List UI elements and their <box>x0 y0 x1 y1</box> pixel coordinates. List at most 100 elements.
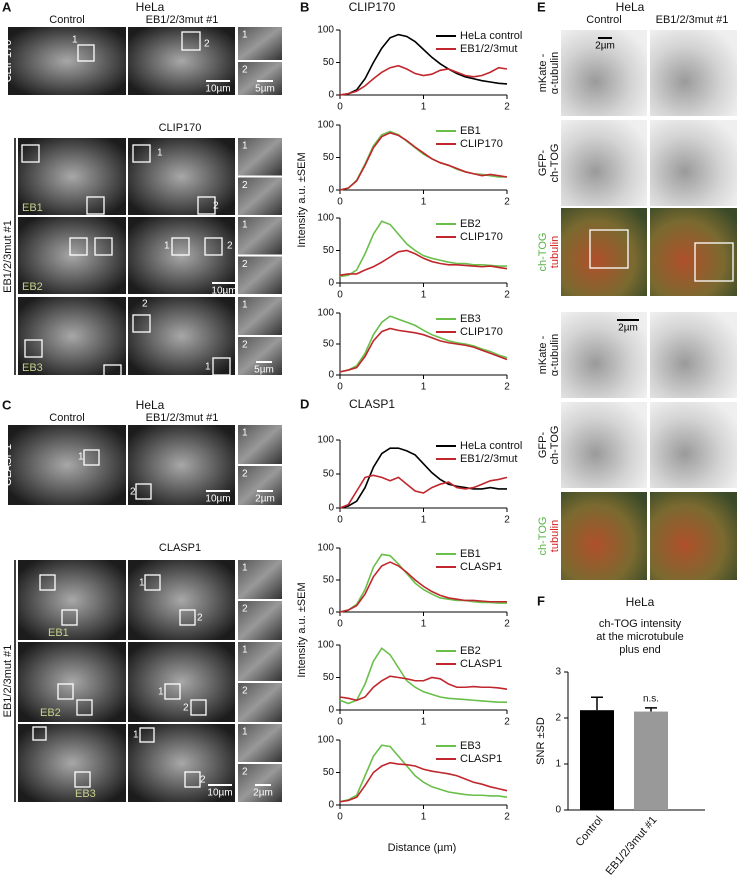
channel-label: EB3 <box>75 788 96 800</box>
y-tick-label: 100 <box>317 120 334 131</box>
x-tick-label: 0 <box>337 290 343 301</box>
chart-subtitle: plus end <box>619 644 661 656</box>
roi-label: 2 <box>242 340 248 351</box>
legend-label: EB1/2/3mut <box>460 43 517 55</box>
scale-bar-label: 2µm <box>595 41 615 52</box>
micrograph <box>650 402 737 488</box>
channel-label: EB3 <box>22 362 43 374</box>
y-tick-label: 3 <box>555 667 561 678</box>
micrograph <box>238 177 282 215</box>
x-axis-label: Distance (µm) <box>388 842 457 854</box>
micrograph <box>128 297 235 375</box>
y-tick-label: 100 <box>317 308 334 319</box>
roi-box <box>76 699 93 716</box>
row-label: CLASP1 <box>2 444 14 486</box>
x-tick-label: 2 <box>504 197 510 208</box>
series-line <box>339 249 508 276</box>
legend-label: HeLa control <box>460 440 522 452</box>
series-line <box>339 553 507 613</box>
roi-label: 2 <box>142 299 148 310</box>
error-bar <box>591 696 603 711</box>
bar <box>580 710 614 810</box>
y-axis-label: SNR ±SD <box>535 717 547 765</box>
legend-label: CLASP1 <box>460 658 502 670</box>
y-tick-label: 0 <box>328 90 334 101</box>
roi-label: 2 <box>242 767 248 778</box>
legend-label: CLIP170 <box>460 326 503 338</box>
channel-label: EB2 <box>22 281 43 293</box>
x-tick-label: Control <box>574 814 606 849</box>
micrograph <box>18 297 126 375</box>
x-tick-label: 2 <box>504 619 510 630</box>
y-tick-label: 100 <box>317 435 334 446</box>
roi-label: 1 <box>242 428 248 439</box>
micrograph <box>561 492 647 580</box>
x-tick-label: EB1/2/3mut #1 <box>604 814 660 877</box>
scale-bar-label: 10µm <box>211 286 236 297</box>
legend-label: EB3 <box>460 740 481 752</box>
roi-box <box>132 144 151 163</box>
y-tick-label: 50 <box>323 672 335 683</box>
micrograph <box>238 642 282 681</box>
roi-box <box>83 449 100 466</box>
panel-letter: D <box>300 396 309 411</box>
legend-label: EB2 <box>460 218 481 230</box>
y-tick-label: 50 <box>323 469 335 480</box>
column-label: Control <box>586 14 621 26</box>
roi-box <box>139 727 155 743</box>
y-tick-label: 0 <box>555 805 561 816</box>
micrograph <box>238 297 282 335</box>
x-tick-label: 0 <box>337 619 343 630</box>
roi-label: 2 <box>227 241 233 252</box>
roi-label: 1 <box>164 241 170 252</box>
section-title: CLIP170 <box>159 122 202 134</box>
panel-title: HeLa <box>136 0 165 14</box>
scale-bar-label: 2µm <box>618 323 638 334</box>
legend-label: HeLa control <box>460 30 522 42</box>
panel-letter: C <box>2 397 12 412</box>
y-tick-label: 100 <box>317 213 334 224</box>
scale-bar-label: 2µm <box>253 788 273 799</box>
panel-title: CLIP170 <box>349 0 396 14</box>
roi-box <box>94 237 113 256</box>
row-label: CLIP170 <box>2 40 14 83</box>
micrograph <box>18 724 126 802</box>
row-label: EB1/2/3mut #1 <box>2 220 14 293</box>
y-tick-label: 50 <box>323 767 335 778</box>
micrograph <box>238 601 282 640</box>
column-label: Control <box>49 14 84 26</box>
micrograph <box>238 62 282 95</box>
error-bar <box>645 707 657 712</box>
roi-label: 2 <box>242 686 248 697</box>
row-label: ch-TOG <box>537 517 549 556</box>
x-tick-label: 0 <box>337 515 343 526</box>
roi-label: 1 <box>242 220 248 231</box>
roi-label: 1 <box>242 563 248 574</box>
series-line <box>339 315 508 373</box>
roi-label: 1 <box>72 35 78 46</box>
roi-box <box>135 483 152 500</box>
roi-box <box>179 609 196 626</box>
y-axis-label: Intensity a.u. ±SEM <box>296 582 308 677</box>
roi-label: 1 <box>133 730 139 741</box>
roi-box <box>171 237 190 256</box>
scale-bar-label: 10µm <box>205 84 230 95</box>
row-label: tubulin <box>549 520 561 552</box>
micrograph <box>238 337 282 375</box>
roi-label: 2 <box>200 775 206 786</box>
roi-label: 2 <box>242 604 248 615</box>
panel-title: CLASP1 <box>349 397 395 411</box>
y-tick-label: 2 <box>555 713 561 724</box>
y-tick-label: 0 <box>328 503 334 514</box>
x-tick-label: 1 <box>421 619 427 630</box>
row-label: α-tubulin <box>549 52 561 94</box>
roi-label: 2 <box>242 469 248 480</box>
column-label: EB1/2/3mut #1 <box>146 14 219 26</box>
roi-box <box>184 771 201 788</box>
y-tick-label: 1 <box>555 759 561 770</box>
row-label: EB1/2/3mut #1 <box>2 645 14 718</box>
micrograph <box>238 724 282 762</box>
series-line <box>339 131 508 191</box>
roi-box <box>74 771 91 788</box>
row-label: tubulin <box>549 236 561 268</box>
